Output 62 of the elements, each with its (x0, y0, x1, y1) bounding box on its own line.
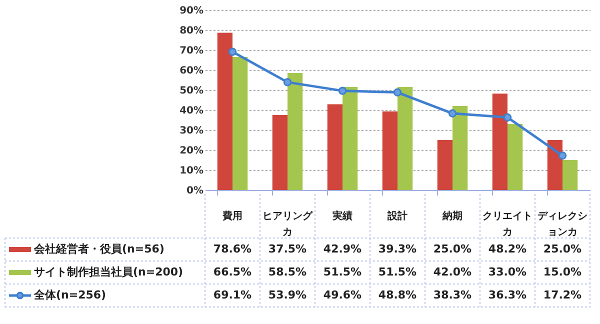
bar (217, 32, 232, 190)
bar (398, 87, 413, 190)
data-label: 53.9% (268, 288, 307, 302)
y-tick-label: 50% (180, 86, 204, 96)
y-tick-label: 30% (180, 126, 204, 136)
data-label: 48.8% (378, 288, 417, 302)
data-label: 78.6% (213, 242, 252, 256)
x-tick-label: ヒアリングカ (262, 210, 314, 238)
data-label: 17.2% (543, 288, 582, 302)
data-label: 42.9% (323, 242, 362, 256)
legend-label: サイト制作担当社員(n=200) (34, 266, 184, 278)
x-tick-label: 設計 (386, 210, 408, 222)
data-label: 15.0% (543, 266, 582, 278)
point (558, 152, 567, 160)
bar (562, 160, 578, 190)
data-label: 49.6% (323, 288, 362, 302)
data-label: 25.0% (543, 242, 582, 256)
data-label: 25.0% (433, 242, 472, 256)
x-tick-label: 納期 (442, 210, 462, 222)
y-tick-label: 90% (180, 6, 204, 16)
point (393, 88, 402, 96)
point (503, 113, 512, 122)
bar (492, 94, 508, 190)
legend-label: 会社経営者・役員(n=56) (33, 242, 164, 256)
data-label: 33.0% (488, 266, 527, 278)
data-label: 51.5% (323, 266, 362, 278)
legend-label: 全体(n=256) (33, 288, 106, 302)
data-label: 37.5% (268, 242, 307, 256)
bar (437, 140, 452, 190)
point (448, 109, 457, 118)
y-tick-label: 80% (180, 26, 204, 36)
bar (508, 124, 523, 190)
data-label: 66.5% (213, 266, 252, 278)
bar (327, 104, 342, 190)
x-tick-label: クリエイトカ (482, 211, 532, 238)
bar (382, 111, 398, 190)
data-label: 36.3% (488, 288, 527, 302)
x-tick-label: 実績 (332, 210, 352, 222)
data-label: 69.1% (213, 288, 252, 302)
bar (272, 115, 288, 190)
bar (232, 57, 248, 190)
data-label: 58.5% (268, 266, 307, 278)
data-label: 38.3% (433, 288, 472, 302)
point (228, 48, 237, 56)
bar (288, 73, 303, 190)
x-tick-label: 費用 (222, 210, 242, 222)
bar (342, 87, 358, 190)
y-tick-label: 70% (180, 46, 204, 56)
y-tick-label: 40% (180, 106, 204, 116)
data-label: 51.5% (378, 266, 417, 278)
data-label: 42.0% (433, 266, 472, 278)
y-tick-label: 0% (186, 186, 204, 196)
y-tick-label: 60% (180, 66, 204, 76)
data-label: 48.2% (488, 242, 527, 256)
y-tick-label: 20% (180, 146, 204, 156)
x-tick-label: ディレクションカ (538, 211, 588, 238)
y-tick-label: 10% (180, 166, 204, 176)
bar (452, 106, 468, 190)
bar (547, 140, 562, 190)
data-label: 39.3% (378, 242, 417, 256)
point (338, 86, 347, 95)
point (283, 78, 292, 86)
